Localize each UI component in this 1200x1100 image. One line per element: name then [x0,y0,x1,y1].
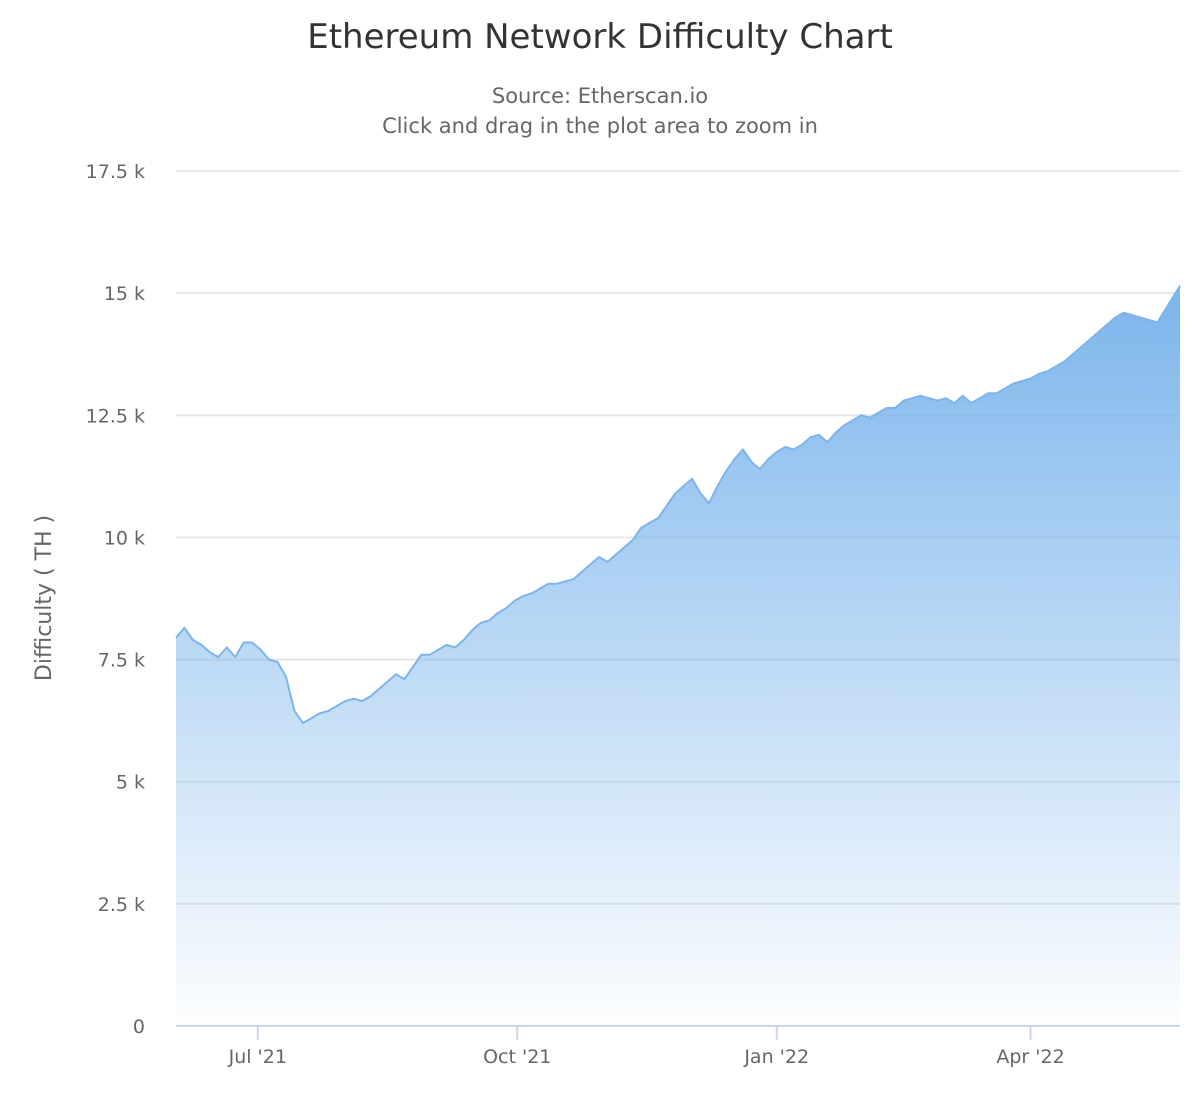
zoom-hint: Click and drag in the plot area to zoom … [382,114,818,138]
y-tick-label: 15 k [104,283,145,305]
y-axis-ticks: 0 2.5 k 5 k 7.5 k 10 k 12.5 k 15 k 17.5 k [86,161,145,1038]
y-tick-label: 7.5 k [98,650,145,672]
x-tick-label: Apr '22 [996,1046,1064,1068]
x-tick-label: Jul '21 [228,1046,287,1068]
x-tick-label: Jan '22 [743,1046,809,1068]
y-tick-label: 10 k [104,527,145,549]
y-tick-label: 17.5 k [86,161,145,183]
y-tick-label: 12.5 k [86,405,145,427]
chart-title: Ethereum Network Difficulty Chart [307,17,893,57]
x-axis-ticks: Jul '21 Oct '21 Jan '22 Apr '22 [228,1026,1065,1068]
x-tick-label: Oct '21 [483,1046,551,1068]
chart-subtitle: Source: Etherscan.io [492,84,708,108]
series-area[interactable] [175,285,1181,1026]
y-axis-title: Difficulty ( TH ) [32,515,57,681]
y-tick-label: 0 [133,1016,145,1038]
y-tick-label: 5 k [116,772,145,794]
y-tick-label: 2.5 k [98,894,145,916]
series-line[interactable] [175,285,1181,725]
series-area-fill[interactable] [176,285,1180,1026]
